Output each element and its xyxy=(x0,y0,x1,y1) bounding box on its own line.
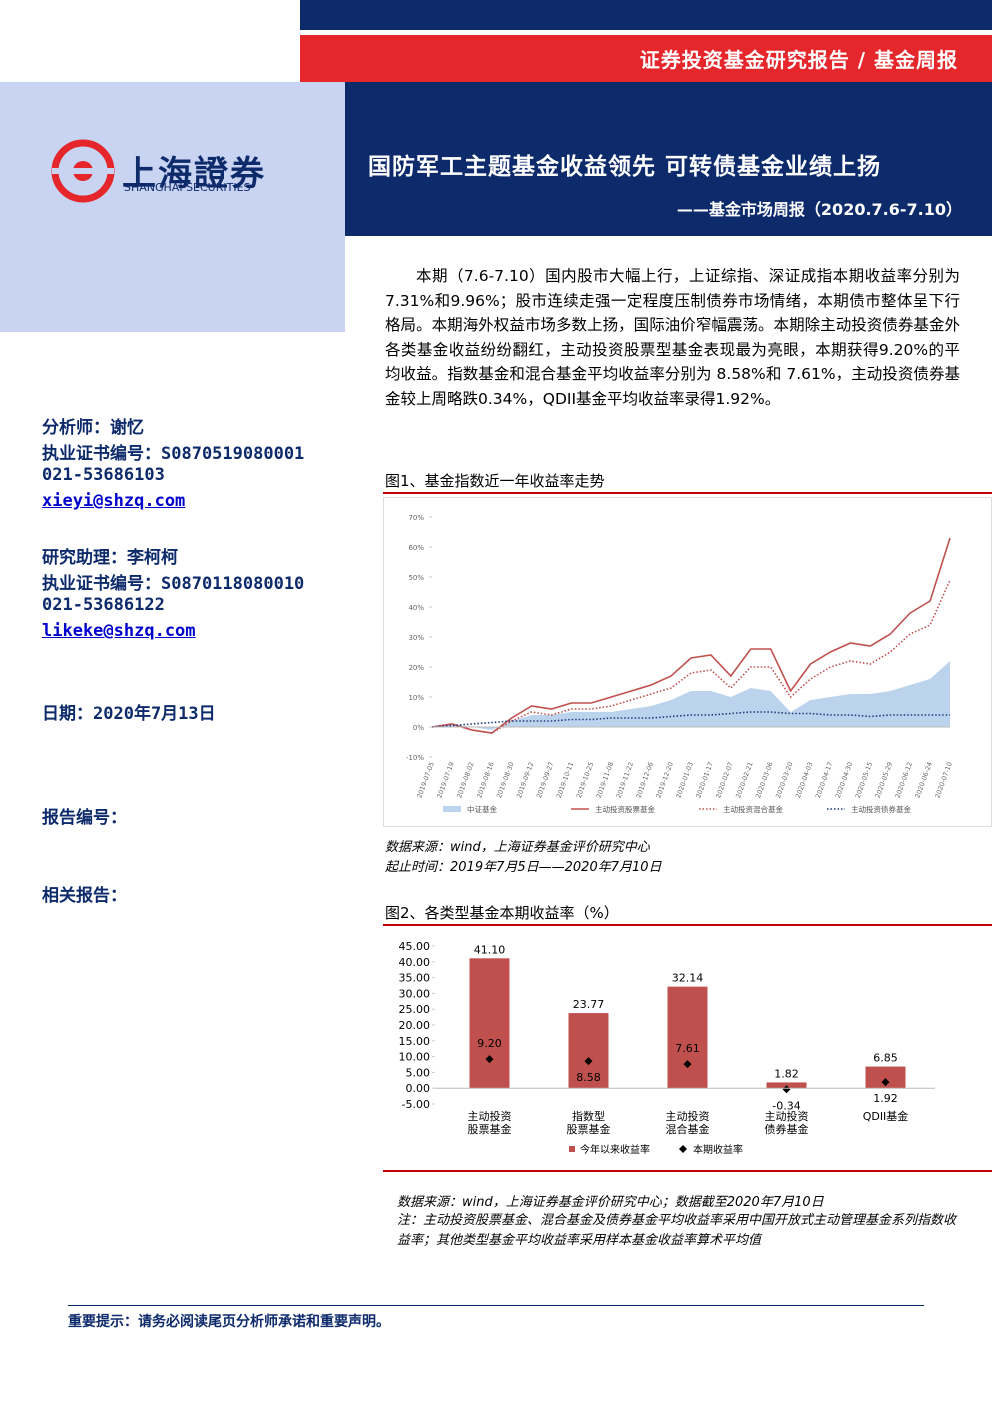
line-chart: -10%0%10%20%30%40%50%60%70%2019-07-05 201… xyxy=(383,497,992,827)
footer-rule xyxy=(68,1305,924,1306)
marker-value-label: 7.61 xyxy=(675,1042,700,1055)
analyst-phone: 021-53686103 xyxy=(42,465,165,485)
analyst-email: xieyi@shzq.com xyxy=(42,491,185,511)
bar-value-label: 41.10 xyxy=(474,943,506,956)
diamond-marker xyxy=(584,1057,593,1066)
bar xyxy=(568,1013,609,1089)
header-band xyxy=(300,0,992,30)
y-tick-label: 60% xyxy=(408,544,424,552)
x-tick-label: 股票基金 xyxy=(468,1122,512,1136)
bar-value-label: 6.85 xyxy=(873,1052,898,1065)
line-series xyxy=(431,579,951,734)
caption-rule xyxy=(383,492,992,494)
legend-swatch xyxy=(443,806,461,812)
x-tick-label: 主动投资 xyxy=(765,1109,809,1123)
bar-value-label: 23.77 xyxy=(573,998,605,1011)
bar xyxy=(667,986,708,1089)
logo-subtext: SHANGHAI SECURITIES xyxy=(124,181,251,194)
x-tick-label: 债券基金 xyxy=(765,1122,809,1136)
line-series xyxy=(431,711,950,728)
legend-label: 今年以来收益率 xyxy=(580,1143,650,1156)
x-tick-label: 混合基金 xyxy=(666,1122,710,1136)
legend-label: 主动投资股票基金 xyxy=(595,804,655,814)
marker-value-label: -0.34 xyxy=(772,1099,800,1112)
figure-period: 起止时间：2019年7月5日——2020年7月10日 xyxy=(385,860,662,875)
y-tick-label: 30.00 xyxy=(399,987,431,1000)
area-series xyxy=(432,661,950,730)
report-title: 国防军工主题基金收益领先 可转债基金业绩上扬 xyxy=(368,154,882,180)
y-tick-label: -5.00 xyxy=(402,1098,430,1111)
diamond-marker xyxy=(881,1078,890,1087)
header-title-band xyxy=(300,82,992,236)
y-tick-label: 35.00 xyxy=(399,972,431,985)
y-tick-label: 15.00 xyxy=(399,1035,431,1048)
report-date: 日期：2020年7月13日 xyxy=(42,704,216,724)
y-tick-label: 0% xyxy=(413,724,424,732)
footer-note: 重要提示：请务必阅读尾页分析师承诺和重要声明。 xyxy=(68,1314,390,1330)
email-link[interactable]: likeke@shzq.com xyxy=(42,621,196,641)
bar xyxy=(469,958,510,1089)
y-tick-label: 5.00 xyxy=(406,1066,431,1079)
legend-label: 本期收益率 xyxy=(693,1143,743,1156)
report-subtitle: ——基金市场周报（2020.7.6-7.10） xyxy=(676,200,962,219)
figure-caption: 图1、基金指数近一年收益率走势 xyxy=(385,472,605,490)
diamond-marker xyxy=(782,1085,791,1094)
y-tick-label: 40.00 xyxy=(399,956,431,969)
figure-source: 数据来源：wind，上海证券基金评价研究中心；数据截至2020年7月10日 xyxy=(397,1195,824,1210)
related-reports: 相关报告： xyxy=(42,886,127,906)
report-category: 证券投资基金研究报告 / 基金周报 xyxy=(639,48,958,72)
marker-value-label: 1.92 xyxy=(873,1092,898,1105)
marker-value-label: 9.20 xyxy=(477,1037,502,1050)
analyst: 分析师：谢忆 xyxy=(42,418,144,438)
x-tick-label: 主动投资 xyxy=(666,1109,710,1123)
summary-paragraph: 本期（7.6-7.10）国内股市大幅上行，上证综指、深证成指本期收益率分别为7.… xyxy=(385,267,960,408)
y-tick-label: 70% xyxy=(408,514,424,522)
y-tick-label: 0.00 xyxy=(406,1082,431,1095)
legend-label: 主动投资债券基金 xyxy=(851,804,911,814)
assistant-phone: 021-53686122 xyxy=(42,595,165,615)
x-tick-label: 股票基金 xyxy=(567,1122,611,1136)
x-tick-label: QDII基金 xyxy=(863,1109,909,1123)
caption-rule xyxy=(383,924,992,926)
logo-text: 上海證券 xyxy=(122,154,266,194)
y-tick-label: 20% xyxy=(408,664,424,672)
y-tick-label: -10% xyxy=(406,754,424,762)
y-tick-label: 45.00 xyxy=(399,940,431,953)
analyst-cert: 执业证书编号：S0870519080001 xyxy=(42,444,305,464)
legend-swatch xyxy=(679,1145,687,1153)
diamond-marker xyxy=(485,1055,494,1064)
legend-label: 中证基金 xyxy=(467,804,497,814)
figure-caption: 图2、各类型基金本期收益率（%） xyxy=(385,904,619,922)
x-tick-label: 指数型 xyxy=(572,1109,605,1123)
y-tick-label: 40% xyxy=(408,604,424,612)
figure-note: 注：主动投资股票基金、混合基金及债券基金平均收益率采用中国开放式主动管理基金系列… xyxy=(397,1213,957,1248)
figure-source: 数据来源：wind，上海证券基金评价研究中心 xyxy=(385,840,650,855)
bar xyxy=(865,1066,906,1089)
y-tick-label: 25.00 xyxy=(399,1003,431,1016)
bar-value-label: 1.82 xyxy=(774,1067,799,1080)
bar-value-label: 32.14 xyxy=(672,972,704,985)
marker-value-label: 8.58 xyxy=(576,1071,601,1084)
y-tick-label: 30% xyxy=(408,634,424,642)
diamond-marker xyxy=(683,1060,692,1069)
line-series xyxy=(431,537,951,734)
legend-label: 主动投资混合基金 xyxy=(723,804,783,814)
assistant-email: likeke@shzq.com xyxy=(42,621,196,641)
assistant: 研究助理：李柯柯 xyxy=(42,548,178,568)
header-red-band xyxy=(300,35,992,82)
assistant-cert: 执业证书编号：S0870118080010 xyxy=(42,574,305,594)
y-tick-label: 20.00 xyxy=(399,1019,431,1032)
logo-icon xyxy=(51,139,115,203)
bar-chart: -5.00 0.00 5.00 10.00 15.00 20.00 25.00 30.00 35… xyxy=(383,940,992,1172)
side-panel xyxy=(0,82,345,332)
y-tick-label: 10% xyxy=(408,694,424,702)
y-tick-label: 10.00 xyxy=(399,1051,431,1064)
x-tick-label: 主动投资 xyxy=(468,1109,512,1123)
email-link[interactable]: xieyi@shzq.com xyxy=(42,491,186,511)
legend-swatch xyxy=(569,1146,575,1152)
y-tick-label: 50% xyxy=(408,574,424,582)
report-number: 报告编号： xyxy=(42,808,127,828)
